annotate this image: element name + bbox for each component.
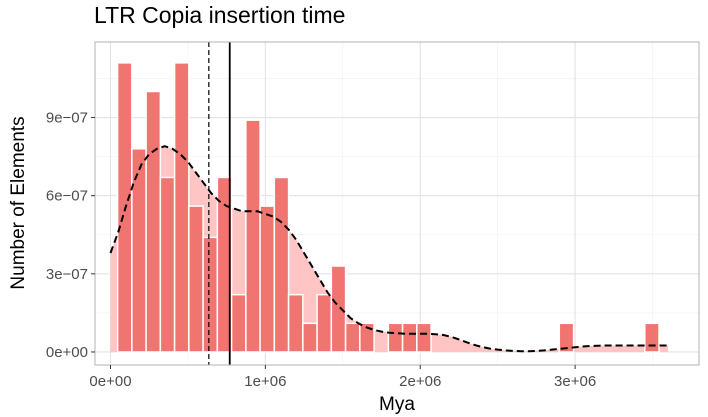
y-tick-label: 3e−07 xyxy=(46,266,88,283)
histogram-bar xyxy=(259,205,276,353)
x-tick-label: 1e+06 xyxy=(244,373,286,390)
x-axis-title: Mya xyxy=(379,394,415,415)
plot-panel xyxy=(109,42,669,365)
histogram-bar xyxy=(644,322,660,353)
x-tick-label: 3e+06 xyxy=(554,373,596,390)
y-axis-title: Number of Elements xyxy=(8,116,29,289)
chart-title: LTR Copia insertion time xyxy=(94,2,346,28)
histogram-bar xyxy=(202,236,219,353)
x-tick-label: 0e+00 xyxy=(89,373,131,390)
histogram-bar xyxy=(230,293,247,353)
x-axis-ticks: 0e+00 1e+06 2e+06 3e+06 xyxy=(89,365,596,390)
histogram-bar xyxy=(173,62,190,353)
histogram-bar xyxy=(145,90,162,353)
grid-lines xyxy=(95,42,699,365)
histogram-bar xyxy=(188,205,204,353)
histogram-bar xyxy=(344,322,361,353)
histogram-bar xyxy=(316,293,333,353)
y-axis-ticks: 0e+00 3e−07 6e−07 9e−07 xyxy=(46,110,95,361)
histogram-bar xyxy=(330,265,347,353)
y-tick-label: 9e−07 xyxy=(46,110,88,127)
histogram-bar xyxy=(287,293,304,353)
histogram-bar xyxy=(302,322,318,353)
y-tick-label: 0e+00 xyxy=(46,344,88,361)
x-tick-label: 2e+06 xyxy=(399,373,441,390)
histogram-bar xyxy=(387,322,404,353)
histogram-bar xyxy=(273,176,290,353)
histogram-bars xyxy=(116,62,660,353)
density-line xyxy=(109,145,669,353)
histogram-bar xyxy=(558,322,575,353)
y-tick-label: 6e−07 xyxy=(46,188,88,205)
panel-border xyxy=(94,41,700,366)
histogram-bar xyxy=(359,322,375,353)
histogram-bar xyxy=(401,322,418,353)
histogram-bar xyxy=(131,148,147,353)
histogram-bar xyxy=(216,176,233,353)
reference-lines xyxy=(208,42,231,365)
histogram-bar xyxy=(245,119,261,353)
histogram-bar xyxy=(416,322,432,353)
histogram-bar xyxy=(159,176,176,353)
